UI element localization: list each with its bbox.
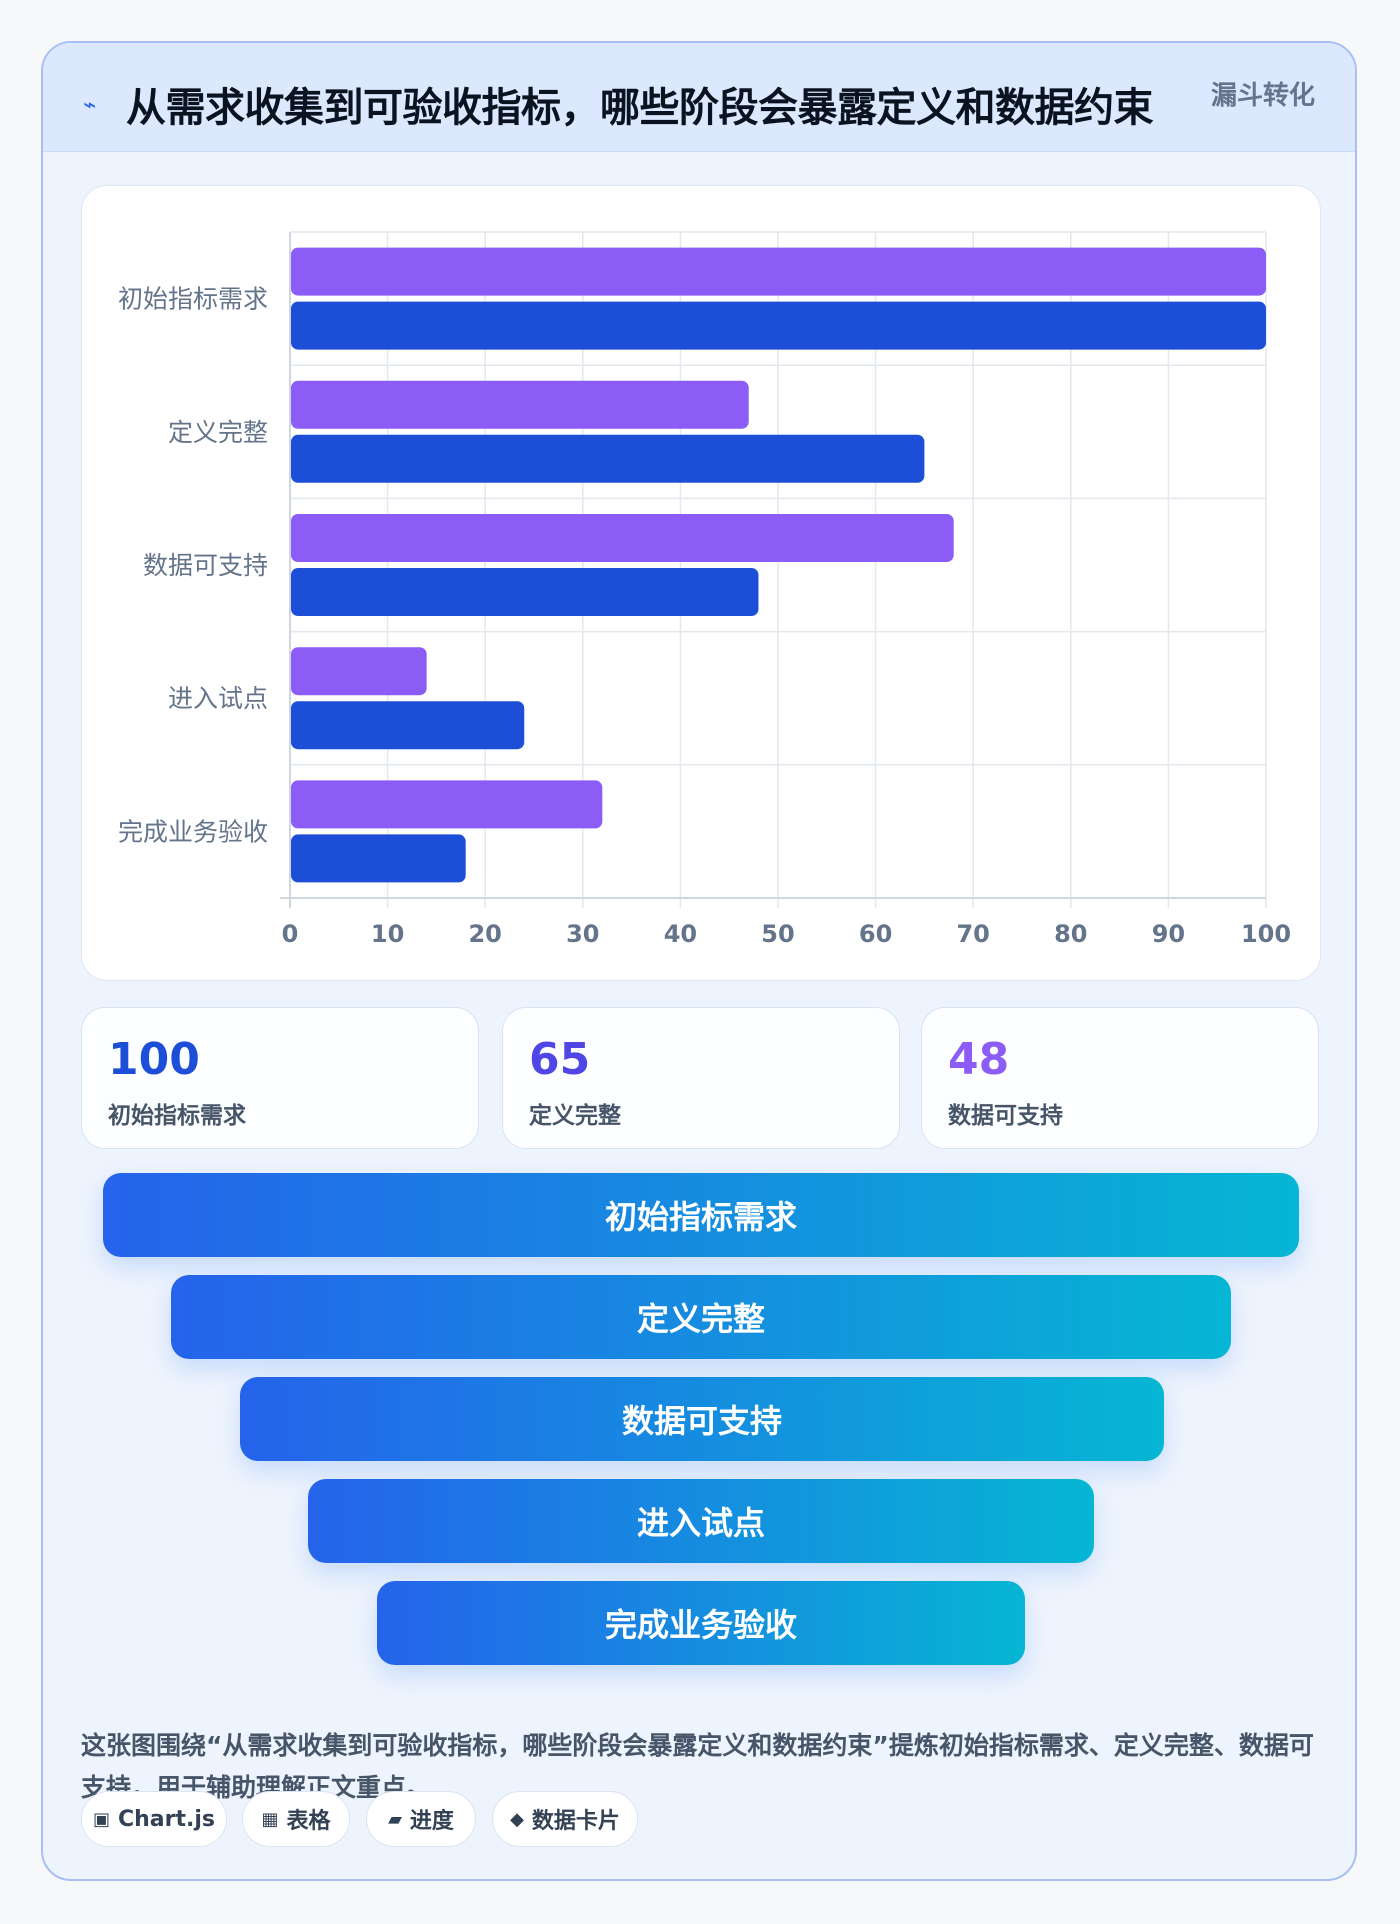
x-tick-label: 60: [859, 920, 892, 948]
chart-panel: 0 10 20 30 40 50 60 70 80 90 100 初始指标需求定义完整数据可支持进入试…: [81, 185, 1321, 981]
page-title: 从需求收集到可验收指标，哪些阶段会暴露定义和数据约束: [126, 85, 1154, 131]
bar-series-1: [291, 647, 427, 696]
stat-card: 48 数据可支持: [921, 1007, 1319, 1149]
stat-card: 65 定义完整: [502, 1007, 900, 1149]
x-tick-label: 20: [468, 920, 501, 948]
stat-label: 定义完整: [529, 1103, 621, 1129]
funnel-stage: 初始指标需求: [103, 1173, 1299, 1257]
funnel-stage: 进入试点: [308, 1479, 1094, 1563]
category-label: 数据可支持: [143, 551, 268, 580]
category-tag: 漏斗转化: [1210, 81, 1315, 111]
funnel-stage: 数据可支持: [240, 1377, 1164, 1461]
bar-series-2: [291, 301, 1266, 350]
bar-series-1: [291, 247, 1266, 296]
feature-pill: ◆ 数据卡片: [492, 1791, 638, 1847]
feature-pill: ▰ 进度: [366, 1791, 476, 1847]
pill-label: Chart.js: [118, 1806, 216, 1832]
x-tick-label: 70: [956, 920, 989, 948]
progress-icon: ▰: [388, 1808, 402, 1830]
pill-label: 数据卡片: [531, 1809, 620, 1834]
table-icon: ▦: [261, 1808, 279, 1830]
category-label: 完成业务验收: [118, 817, 268, 846]
stat-card: 100 初始指标需求: [81, 1007, 479, 1149]
x-tick-label: 100: [1241, 920, 1291, 948]
bar-series-2: [291, 701, 525, 750]
x-tick-label: 10: [371, 920, 404, 948]
x-tick-label: 0: [282, 920, 299, 948]
category-label: 初始指标需求: [118, 285, 268, 314]
x-tick-label: 80: [1054, 920, 1087, 948]
bar-series-2: [291, 568, 759, 616]
x-tick-label: 30: [566, 920, 599, 948]
funnel-stage: 定义完整: [171, 1275, 1231, 1359]
bar-series-1: [291, 780, 603, 829]
pill-label: 表格: [286, 1809, 331, 1834]
pill-label: 进度: [409, 1809, 454, 1834]
bar-series-1: [291, 514, 954, 562]
category-label: 定义完整: [168, 418, 268, 447]
funnel-stage: 完成业务验收: [377, 1581, 1025, 1665]
stat-label: 数据可支持: [948, 1103, 1063, 1129]
bar-series-2: [291, 834, 466, 883]
header: ⌁ 从需求收集到可验收指标，哪些阶段会暴露定义和数据约束 漏斗转化: [43, 43, 1355, 152]
stat-label: 初始指标需求: [108, 1103, 246, 1129]
bar-chart: 0 10 20 30 40 50 60 70 80 90 100 初始指标需求定义完整数据可支持进入试…: [118, 231, 1291, 948]
x-tick-label: 50: [761, 920, 794, 948]
bolt-icon: ⌁: [83, 93, 97, 118]
feature-pill: ▦ 表格: [242, 1791, 350, 1847]
x-tick-label: 90: [1152, 920, 1185, 948]
chart-icon: ▣: [92, 1808, 110, 1830]
stat-value: 100: [108, 1034, 200, 1085]
data-card-icon: ◆: [510, 1808, 524, 1830]
stat-value: 65: [529, 1034, 591, 1085]
x-tick-label: 40: [664, 920, 697, 948]
category-label: 进入试点: [168, 684, 268, 713]
infographic-card: ⌁ 从需求收集到可验收指标，哪些阶段会暴露定义和数据约束 漏斗转化 0 10 20 3…: [41, 41, 1357, 1881]
bar-series-1: [291, 380, 749, 429]
bar-series-2: [291, 434, 925, 483]
stat-value: 48: [948, 1034, 1010, 1085]
feature-pill: ▣ Chart.js: [81, 1791, 227, 1847]
